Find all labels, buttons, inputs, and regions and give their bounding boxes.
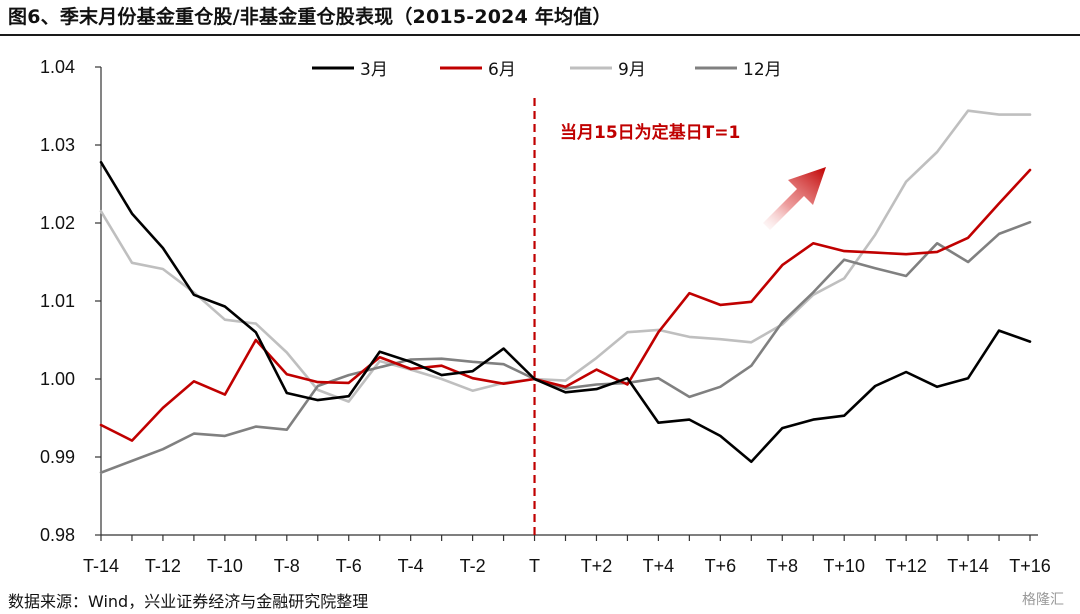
x-tick-label: T-2 [460,556,486,576]
y-tick-label: 1.01 [40,291,75,311]
title-divider [0,34,1080,36]
x-tick-label: T+12 [885,556,927,576]
watermark: 格隆汇 [1022,592,1064,608]
x-tick-label: T+6 [705,556,737,576]
x-tick-label: T [529,556,540,576]
series-lines [99,109,1032,474]
x-tick-label: T+10 [823,556,865,576]
x-tick-label: T+8 [767,556,799,576]
x-tick-label: T-10 [207,556,243,576]
legend-label: 3月 [360,60,388,80]
series-line-3 [99,220,1032,474]
trend-arrow-icon [748,167,826,230]
series-line-1 [99,168,1032,442]
x-tick-label: T-6 [336,556,362,576]
annotation-text: 当月15日为定基日T=1 [560,122,740,143]
y-axis: 0.98 0.99 1.00 1.01 1.02 1.03 1.04 [40,57,101,545]
source-note: 数据来源：Wind，兴业证券经济与金融研究院整理 [8,592,369,611]
x-tick-label: T-8 [274,556,300,576]
x-tick-label: T+14 [947,556,989,576]
y-tick-label: 0.98 [40,525,75,545]
x-axis: T-14 T-12 T-10 T-8 T-6 T-4 T-2 T T+2 T+4 T+6 T+8 T+1… [83,535,1051,576]
x-tick-label: T-12 [145,556,181,576]
chart-title: 图6、季末月份基金重仓股/非基金重仓股表现（2015-2024 年均值） [8,6,612,28]
x-tick-label: T-14 [83,556,119,576]
legend: 3月 6月 9月 12月 [312,60,782,80]
x-tick-label: T-4 [398,556,424,576]
legend-label: 6月 [488,60,516,80]
legend-label: 12月 [743,60,782,80]
y-tick-label: 1.03 [40,135,75,155]
y-tick-label: 0.99 [40,447,75,467]
y-tick-label: 1.02 [40,213,75,233]
annotation: 当月15日为定基日T=1 [560,122,826,230]
y-tick-label: 1.04 [40,57,75,77]
series-line-2 [99,109,1032,403]
series-line-0 [99,160,1032,464]
y-tick-label: 1.00 [40,369,75,389]
x-tick-label: T+4 [643,556,675,576]
x-tick-label: T+16 [1009,556,1051,576]
legend-label: 9月 [618,60,646,80]
x-tick-label: T+2 [581,556,613,576]
